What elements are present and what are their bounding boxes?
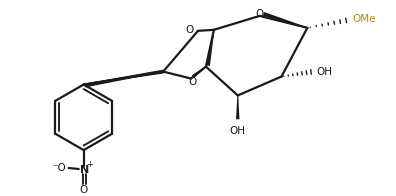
- Text: OH: OH: [316, 67, 332, 77]
- Text: ⁻O: ⁻O: [52, 163, 66, 173]
- Text: OMe: OMe: [352, 14, 375, 24]
- Polygon shape: [192, 66, 206, 78]
- Polygon shape: [263, 12, 308, 28]
- Text: N: N: [80, 165, 89, 175]
- Text: +: +: [86, 160, 93, 169]
- Polygon shape: [236, 95, 240, 119]
- Polygon shape: [84, 70, 164, 85]
- Text: O: O: [80, 185, 88, 195]
- Text: OH: OH: [230, 126, 246, 136]
- Text: O: O: [185, 25, 193, 35]
- Polygon shape: [206, 30, 214, 66]
- Text: O: O: [255, 9, 264, 19]
- Text: O: O: [188, 76, 196, 86]
- Polygon shape: [84, 71, 163, 87]
